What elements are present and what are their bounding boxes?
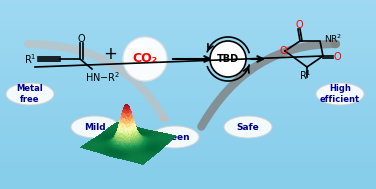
Polygon shape	[0, 0, 376, 6]
Text: High
efficient: High efficient	[320, 84, 360, 104]
Ellipse shape	[316, 83, 364, 105]
Polygon shape	[0, 24, 376, 30]
Text: TBD: TBD	[217, 54, 239, 64]
Polygon shape	[0, 12, 376, 18]
Polygon shape	[0, 42, 376, 48]
Polygon shape	[0, 138, 376, 144]
Polygon shape	[0, 108, 376, 114]
Polygon shape	[0, 78, 376, 84]
Text: O: O	[279, 46, 287, 56]
Text: Metal
free: Metal free	[17, 84, 43, 104]
Text: R$^1$: R$^1$	[299, 68, 311, 82]
Ellipse shape	[6, 83, 54, 105]
Polygon shape	[0, 114, 376, 120]
Polygon shape	[0, 72, 376, 78]
Text: +: +	[103, 45, 117, 63]
Text: O: O	[295, 20, 303, 30]
Text: Mild: Mild	[84, 122, 106, 132]
Polygon shape	[0, 84, 376, 90]
Ellipse shape	[224, 116, 272, 138]
Text: HN$-$R$^2$: HN$-$R$^2$	[85, 70, 120, 84]
Ellipse shape	[71, 116, 119, 138]
Polygon shape	[0, 6, 376, 12]
Polygon shape	[0, 18, 376, 24]
Polygon shape	[0, 156, 376, 162]
Polygon shape	[0, 66, 376, 72]
Text: Green: Green	[160, 132, 190, 142]
Polygon shape	[0, 90, 376, 96]
Text: O: O	[77, 34, 85, 44]
Polygon shape	[0, 102, 376, 108]
Text: O: O	[333, 52, 341, 62]
FancyArrowPatch shape	[202, 44, 336, 127]
Polygon shape	[0, 30, 376, 36]
Polygon shape	[0, 120, 376, 126]
Polygon shape	[0, 126, 376, 132]
Polygon shape	[0, 36, 376, 42]
Polygon shape	[0, 54, 376, 60]
Polygon shape	[0, 150, 376, 156]
Polygon shape	[0, 132, 376, 138]
Ellipse shape	[151, 126, 199, 148]
Text: CO₂: CO₂	[132, 53, 158, 66]
Polygon shape	[0, 96, 376, 102]
Text: NR$^2$: NR$^2$	[324, 33, 342, 45]
Polygon shape	[0, 48, 376, 54]
Polygon shape	[0, 144, 376, 150]
Polygon shape	[0, 60, 376, 66]
FancyArrowPatch shape	[28, 44, 164, 119]
Text: Safe: Safe	[237, 122, 259, 132]
Circle shape	[210, 41, 246, 77]
Circle shape	[123, 37, 167, 81]
Text: R$^1$: R$^1$	[24, 52, 36, 66]
Circle shape	[130, 43, 146, 59]
